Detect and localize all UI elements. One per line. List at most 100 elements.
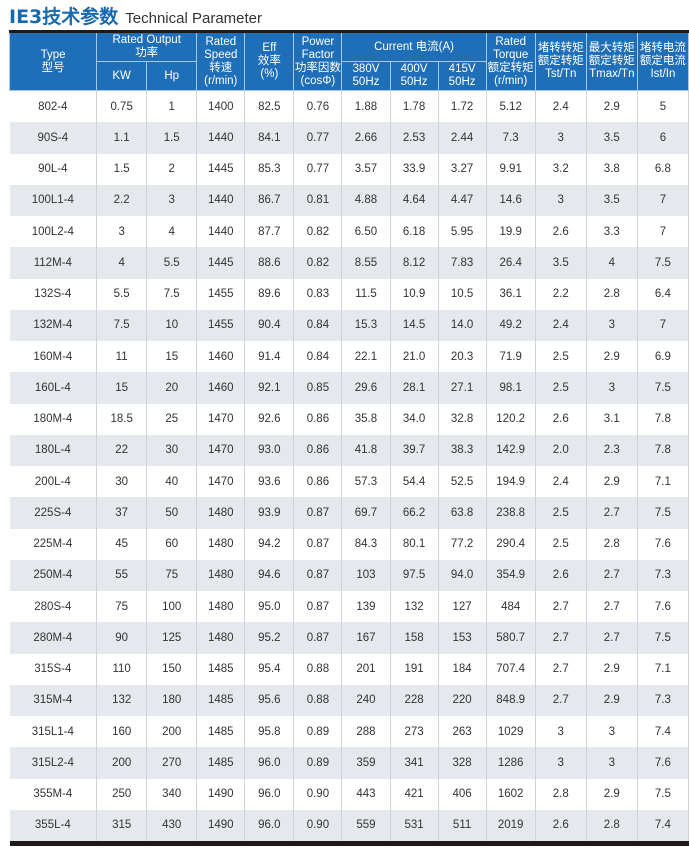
cell-current-380v: 15.3 xyxy=(341,309,391,341)
cell-current-380v: 8.55 xyxy=(341,247,391,279)
cell-tmax-tn: 3 xyxy=(585,309,638,341)
cell-tst-tn: 2.4 xyxy=(534,309,587,341)
cell-type: 100L2-4 xyxy=(9,216,98,248)
cell-current-415v: 127 xyxy=(437,591,487,623)
cell-speed: 1460 xyxy=(196,372,246,404)
cell-hp: 25 xyxy=(146,403,198,435)
cell-power-factor: 0.87 xyxy=(293,559,343,591)
cell-current-400v: 421 xyxy=(389,778,439,810)
cell-type: 355M-4 xyxy=(9,778,98,810)
cell-hp: 5.5 xyxy=(146,247,198,279)
cell-power-factor: 0.77 xyxy=(293,122,343,154)
cell-tst-tn: 3 xyxy=(534,747,587,779)
cell-torque: 290.4 xyxy=(485,528,536,560)
cell-tst-tn: 2.5 xyxy=(534,341,587,373)
cell-hp: 30 xyxy=(146,434,198,466)
cell-eff: 89.6 xyxy=(244,278,295,310)
header-line: Rated xyxy=(495,35,527,48)
cell-power-factor: 0.87 xyxy=(293,497,343,529)
cell-current-400v: 228 xyxy=(389,684,439,716)
cell-speed: 1470 xyxy=(196,403,246,435)
cell-eff: 91.4 xyxy=(244,341,295,373)
header-line: Type xyxy=(40,48,66,61)
cell-current-415v: 7.83 xyxy=(437,247,487,279)
cell-type: 315L1-4 xyxy=(9,716,98,748)
cell-tmax-tn: 2.7 xyxy=(585,497,638,529)
cell-tst-tn: 2.5 xyxy=(534,528,587,560)
cell-torque: 98.1 xyxy=(485,372,536,404)
cell-torque: 26.4 xyxy=(485,247,536,279)
cell-power-factor: 0.82 xyxy=(293,216,343,248)
cell-hp: 20 xyxy=(146,372,198,404)
cell-torque: 194.9 xyxy=(485,466,536,498)
cell-eff: 95.0 xyxy=(244,591,295,623)
cell-tst-tn: 2.6 xyxy=(534,403,587,435)
cell-kw: 45 xyxy=(96,528,148,560)
table-row: 200L-4 30 40 1470 93.6 0.86 57.3 54.4 52.5 194.9 2… xyxy=(9,466,689,498)
header-line: 50Hz xyxy=(400,76,428,88)
cell-power-factor: 0.84 xyxy=(293,309,343,341)
cell-type: 315S-4 xyxy=(9,653,98,685)
cell-ist-in: 7.5 xyxy=(636,372,689,404)
cell-speed: 1485 xyxy=(196,684,246,716)
cell-tmax-tn: 3 xyxy=(585,716,638,748)
cell-hp: 150 xyxy=(146,653,198,685)
header-line: 415V xyxy=(448,63,476,75)
cell-hp: 7.5 xyxy=(146,278,198,310)
cell-type: 90L-4 xyxy=(9,153,98,185)
cell-ist-in: 7.3 xyxy=(636,559,689,591)
cell-type: 250M-4 xyxy=(9,559,98,591)
table-row: 160M-4 11 15 1460 91.4 0.84 22.1 21.0 20.3 71.9 2.… xyxy=(9,341,689,373)
cell-current-400v: 191 xyxy=(389,653,439,685)
cell-eff: 95.4 xyxy=(244,653,295,685)
cell-kw: 1.1 xyxy=(96,122,148,154)
cell-type: 802-4 xyxy=(9,90,98,123)
table-row: 280M-4 90 125 1480 95.2 0.87 167 158 153 580.7 2.7… xyxy=(9,622,689,654)
cell-current-400v: 273 xyxy=(389,716,439,748)
cell-eff: 96.0 xyxy=(244,809,295,844)
table-row: 355L-4 315 430 1490 96.0 0.90 559 531 511 2019 2.6… xyxy=(9,809,689,844)
cell-tmax-tn: 3 xyxy=(585,747,638,779)
cell-current-415v: 14.0 xyxy=(437,309,487,341)
cell-kw: 4 xyxy=(96,247,148,279)
cell-ist-in: 7.8 xyxy=(636,403,689,435)
cell-tmax-tn: 2.9 xyxy=(585,466,638,498)
header-line: 380V xyxy=(352,63,380,75)
header-415v: 415V 50Hz xyxy=(437,61,487,91)
cell-torque: 120.2 xyxy=(485,403,536,435)
cell-torque: 14.6 xyxy=(485,184,536,216)
cell-kw: 1.5 xyxy=(96,153,148,185)
cell-ist-in: 6.8 xyxy=(636,153,689,185)
header-line: 额定电流 xyxy=(639,55,686,67)
cell-speed: 1485 xyxy=(196,716,246,748)
cell-speed: 1485 xyxy=(196,747,246,779)
cell-hp: 180 xyxy=(146,684,198,716)
header-line: 转速 xyxy=(209,61,233,74)
cell-hp: 430 xyxy=(146,809,198,844)
cell-tmax-tn: 2.9 xyxy=(585,778,638,810)
header-line: 额定转矩 xyxy=(588,55,635,67)
header-line: 功率因数 xyxy=(294,61,341,74)
table-row: 132M-4 7.5 10 1455 90.4 0.84 15.3 14.5 14.0 49.2 2… xyxy=(9,309,689,341)
cell-tst-tn: 2.7 xyxy=(534,591,587,623)
cell-hp: 4 xyxy=(146,216,198,248)
cell-speed: 1470 xyxy=(196,466,246,498)
cell-type: 132M-4 xyxy=(9,309,98,341)
header-line: Tmax/Tn xyxy=(589,68,635,80)
cell-current-400v: 4.64 xyxy=(389,184,439,216)
header-line: Tst/Tn xyxy=(545,68,577,80)
cell-current-415v: 153 xyxy=(437,622,487,654)
cell-tst-tn: 2.6 xyxy=(534,216,587,248)
cell-type: 280S-4 xyxy=(9,591,98,623)
cell-current-400v: 21.0 xyxy=(389,341,439,373)
cell-current-380v: 167 xyxy=(341,622,391,654)
cell-eff: 95.2 xyxy=(244,622,295,654)
cell-current-400v: 341 xyxy=(389,747,439,779)
cell-current-400v: 66.2 xyxy=(389,497,439,529)
cell-power-factor: 0.89 xyxy=(293,747,343,779)
cell-ist-in: 7.3 xyxy=(636,684,689,716)
cell-tst-tn: 2.6 xyxy=(534,809,587,844)
table-row: 90S-4 1.1 1.5 1440 84.1 0.77 2.66 2.53 2.44 7.3 3 3… xyxy=(9,122,689,154)
header-tst-tn: 堵转转矩 额定转矩 Tst/Tn xyxy=(534,31,587,91)
table-row: 355M-4 250 340 1490 96.0 0.90 443 421 406 1602 2.8… xyxy=(9,778,689,810)
